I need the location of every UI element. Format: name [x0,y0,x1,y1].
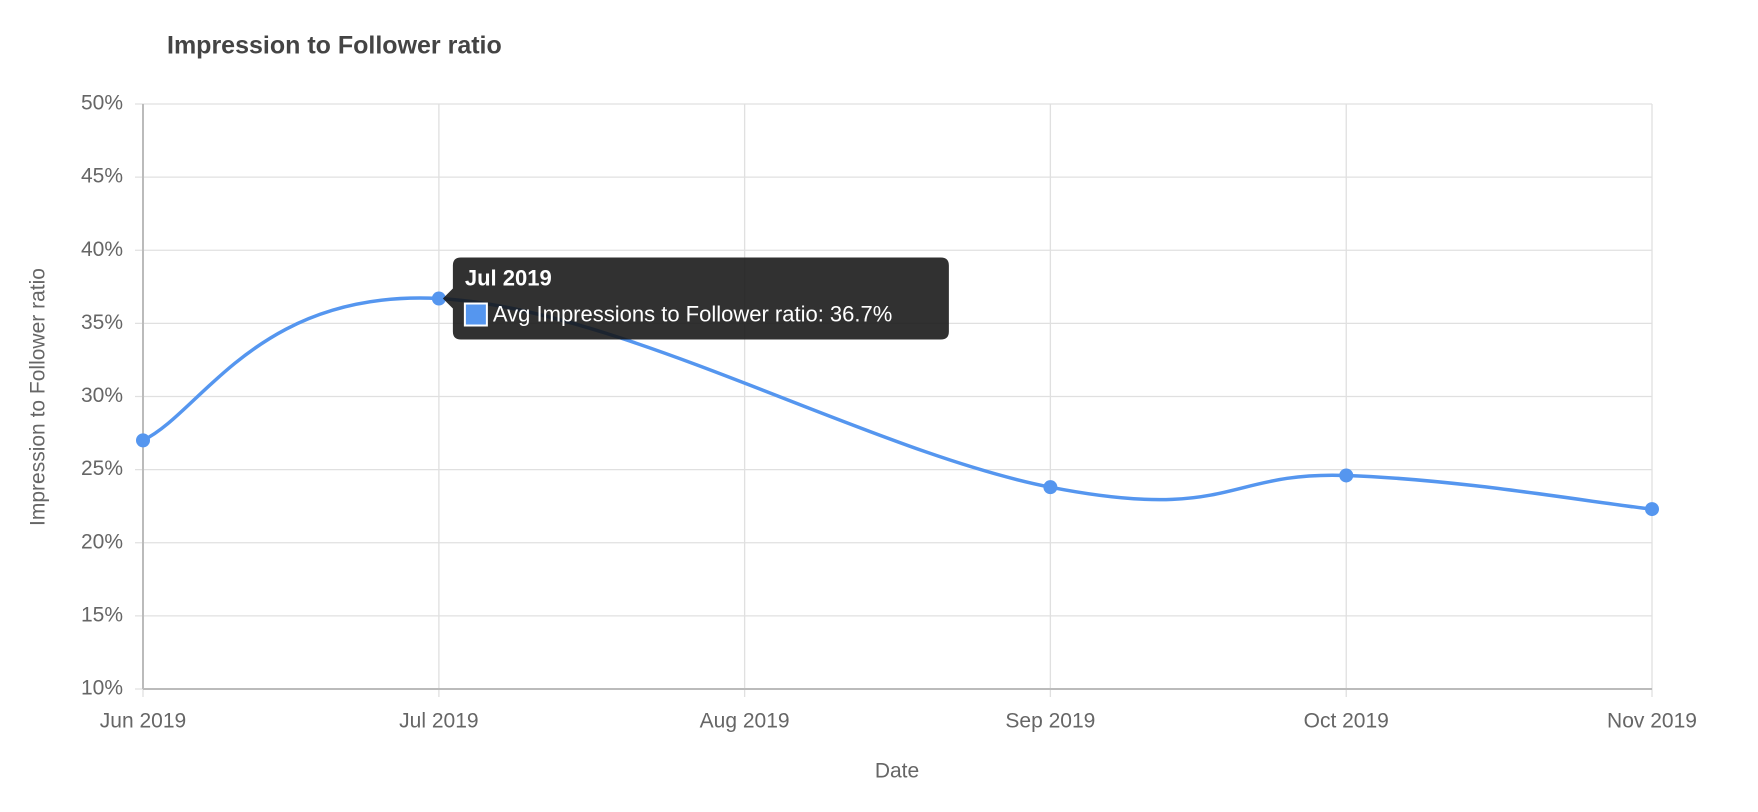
point [136,433,150,448]
y-tick-label: 20% [81,530,123,553]
y-tick-label: 45% [81,165,123,188]
x-tick-label: Sep 2019 [1005,710,1095,733]
point [431,291,446,306]
y-tick-label: 10% [81,677,123,700]
tooltip: Jul 2019 Avg Impressions to Follower rati… [442,257,949,340]
point [1645,502,1659,517]
y-tick-label: 50% [81,92,123,115]
tooltip-swatch [463,302,488,327]
y-tick-label: 30% [81,384,123,407]
point [1043,480,1058,495]
x-tick-label: Oct 2019 [1304,710,1389,733]
y-tick-label: 35% [81,311,123,334]
x-tick-label: Jul 2019 [399,710,478,733]
x-axis-label: Date [875,760,919,783]
y-tick-label: 25% [81,457,123,480]
y-axis-label: Impression to Follower ratio [27,268,50,526]
x-tick-label: Aug 2019 [700,710,790,733]
x-tick-label: Nov 2019 [1607,710,1697,733]
y-tick-label: 40% [81,238,123,261]
chart-title: Impression to Follower ratio [167,32,502,60]
x-tick-label: Jun 2019 [100,710,186,733]
y-tick-label: 15% [81,603,123,626]
line [142,296,1653,511]
tooltip-label: Avg Impressions to Follower ratio: 36.7% [493,301,892,326]
point [1339,468,1354,483]
tooltip-box [442,257,949,340]
tooltip-title: Jul 2019 [465,265,552,290]
